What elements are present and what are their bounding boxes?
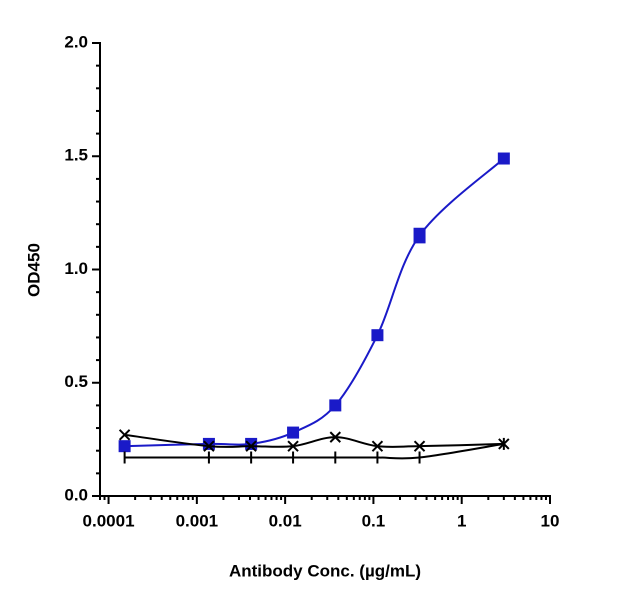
point xyxy=(287,440,299,452)
point xyxy=(329,399,342,412)
x-tick-label: 0.1 xyxy=(362,511,386,530)
point xyxy=(497,152,510,165)
point xyxy=(287,426,300,439)
point xyxy=(203,440,215,452)
y-tick-label: 1.0 xyxy=(64,259,88,278)
x-tick-label: 10 xyxy=(541,511,560,530)
x-tick-label: 0.01 xyxy=(269,511,302,530)
point xyxy=(202,437,215,450)
point xyxy=(413,229,426,242)
point xyxy=(245,440,257,452)
y-tick-label: 0.0 xyxy=(64,485,88,504)
fit-curve xyxy=(124,157,505,448)
x-tick-label: 1 xyxy=(457,511,466,530)
x-axis-label: Antibody Conc. (µg/mL) xyxy=(229,561,421,580)
point xyxy=(371,329,384,342)
point xyxy=(329,431,342,443)
y-tick-label: 1.5 xyxy=(64,146,88,165)
y-tick-label: 0.5 xyxy=(64,372,88,391)
point xyxy=(371,440,384,452)
x-tick-label: 0.001 xyxy=(176,511,219,530)
point xyxy=(245,437,258,450)
point xyxy=(118,440,131,453)
y-axis-label: OD450 xyxy=(24,243,43,297)
point xyxy=(413,440,426,452)
point xyxy=(118,429,131,441)
y-tick-label: 2.0 xyxy=(64,32,88,51)
x-tick-label: 0.0001 xyxy=(83,511,135,530)
